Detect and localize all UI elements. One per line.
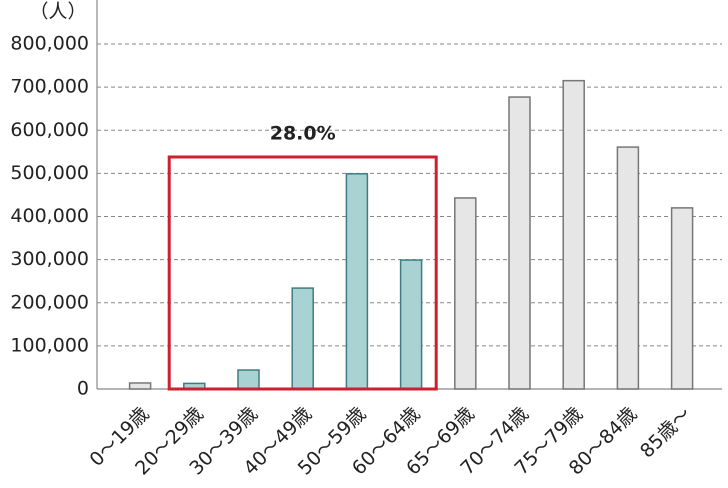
y-tick-label: 800,000 xyxy=(10,33,89,55)
y-tick-label: 400,000 xyxy=(10,205,89,227)
y-tick-label: 300,000 xyxy=(10,248,89,270)
bar xyxy=(454,197,477,390)
y-tick-label: 0 xyxy=(77,378,89,400)
y-axis-label: （人） xyxy=(29,1,86,23)
y-tick-label: 700,000 xyxy=(10,76,89,98)
bar xyxy=(345,173,369,390)
bar xyxy=(291,287,314,390)
bar xyxy=(562,79,585,390)
bar xyxy=(670,207,694,390)
y-tick-label: 200,000 xyxy=(10,291,89,313)
highlight-label: 28.0% xyxy=(270,123,336,145)
y-tick-label: 500,000 xyxy=(10,162,89,184)
x-tick-label: 85歳～ xyxy=(636,403,696,463)
y-tick-label: 600,000 xyxy=(10,119,89,141)
bar xyxy=(399,259,423,390)
bar xyxy=(128,382,152,390)
highlight-box xyxy=(167,155,438,391)
y-tick-label: 100,000 xyxy=(10,334,89,356)
bar xyxy=(237,369,260,390)
bar xyxy=(616,146,640,390)
bar xyxy=(508,96,531,390)
